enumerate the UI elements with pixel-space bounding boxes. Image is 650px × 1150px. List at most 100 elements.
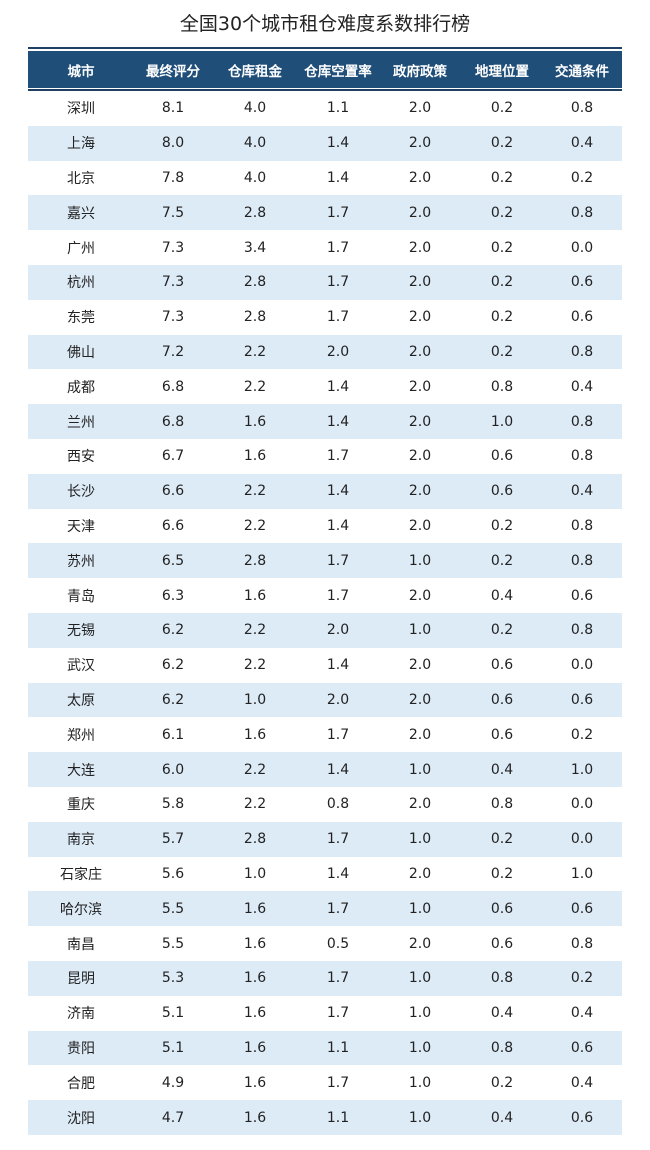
value-cell: 1.4 <box>326 413 350 430</box>
table-row: 太原 6.2 1.0 2.0 2.0 0.6 0.6 <box>28 682 622 718</box>
value-cell: 1.0 <box>490 413 514 430</box>
value-cell: 1.0 <box>570 761 594 778</box>
value-cell: 1.6 <box>243 1039 267 1056</box>
value-cell: 2.2 <box>243 761 267 778</box>
value-cell: 0.2 <box>490 343 514 360</box>
value-cell: 0.4 <box>570 483 594 500</box>
value-cell: 1.4 <box>326 865 350 882</box>
value-cell: 1.7 <box>326 448 350 465</box>
value-cell: 0.2 <box>490 274 514 291</box>
header-top-rule <box>28 47 622 49</box>
value-cell: 6.8 <box>161 378 185 395</box>
value-cell: 6.6 <box>161 483 185 500</box>
value-cell: 0.6 <box>570 587 594 604</box>
value-cell: 2.2 <box>243 796 267 813</box>
table-row: 成都 6.8 2.2 1.4 2.0 0.8 0.4 <box>28 369 622 404</box>
city-cell: 青岛 <box>67 588 95 605</box>
value-cell: 1.0 <box>408 831 432 848</box>
city-cell: 上海 <box>67 136 95 153</box>
value-cell: 6.5 <box>161 552 185 569</box>
value-cell: 0.2 <box>490 100 514 117</box>
value-cell: 0.2 <box>490 622 514 639</box>
value-cell: 1.0 <box>570 865 594 882</box>
value-cell: 5.3 <box>161 970 185 987</box>
value-cell: 0.2 <box>490 865 514 882</box>
table-row: 南京 5.7 2.8 1.7 1.0 0.2 0.0 <box>28 821 622 857</box>
column-header: 仓库租金 <box>228 63 282 80</box>
value-cell: 0.0 <box>570 831 594 848</box>
value-cell: 0.6 <box>570 1039 594 1056</box>
value-cell: 1.1 <box>326 1039 350 1056</box>
table-body: 深圳 8.1 4.0 1.1 2.0 0.2 0.8 上海 8.0 4.0 1.4 2.0 0.2 0.4… <box>28 91 622 1135</box>
value-cell: 0.8 <box>490 378 514 395</box>
value-cell: 0.2 <box>490 517 514 534</box>
city-cell: 广州 <box>67 240 95 257</box>
value-cell: 2.0 <box>408 413 432 430</box>
value-cell: 2.2 <box>243 343 267 360</box>
table-row: 长沙 6.6 2.2 1.4 2.0 0.6 0.4 <box>28 473 622 509</box>
value-cell: 1.7 <box>326 1074 350 1091</box>
value-cell: 0.4 <box>570 1074 594 1091</box>
value-cell: 1.0 <box>408 1109 432 1126</box>
table-row: 大连 6.0 2.2 1.4 1.0 0.4 1.0 <box>28 752 622 787</box>
value-cell: 1.4 <box>326 378 350 395</box>
value-cell: 2.8 <box>243 274 267 291</box>
value-cell: 0.8 <box>570 517 594 534</box>
value-cell: 1.7 <box>326 831 350 848</box>
value-cell: 7.3 <box>161 274 185 291</box>
value-cell: 0.2 <box>490 552 514 569</box>
value-cell: 2.0 <box>408 865 432 882</box>
value-cell: 2.0 <box>326 343 350 360</box>
value-cell: 1.4 <box>326 135 350 152</box>
table-row: 北京 7.8 4.0 1.4 2.0 0.2 0.2 <box>28 161 622 196</box>
value-cell: 7.3 <box>161 309 185 326</box>
city-cell: 长沙 <box>67 484 95 501</box>
column-header: 仓库空置率 <box>304 63 372 80</box>
value-cell: 6.2 <box>161 657 185 674</box>
city-cell: 西安 <box>67 449 95 466</box>
value-cell: 1.7 <box>326 726 350 743</box>
value-cell: 2.0 <box>326 622 350 639</box>
value-cell: 1.6 <box>243 413 267 430</box>
city-cell: 杭州 <box>67 275 95 292</box>
city-cell: 武汉 <box>67 658 95 675</box>
value-cell: 2.0 <box>408 483 432 500</box>
value-cell: 5.5 <box>161 935 185 952</box>
value-cell: 2.8 <box>243 831 267 848</box>
city-cell: 南昌 <box>67 936 95 953</box>
value-cell: 6.6 <box>161 517 185 534</box>
value-cell: 1.7 <box>326 587 350 604</box>
table-header: 城市 最终评分 仓库租金 仓库空置率 政府政策 地理位置 交通条件 <box>28 51 622 88</box>
table-row: 南昌 5.5 1.6 0.5 2.0 0.6 0.8 <box>28 926 622 961</box>
value-cell: 1.7 <box>326 204 350 221</box>
value-cell: 1.6 <box>243 935 267 952</box>
value-cell: 0.6 <box>570 274 594 291</box>
value-cell: 4.9 <box>161 1074 185 1091</box>
value-cell: 2.2 <box>243 483 267 500</box>
table-row: 广州 7.3 3.4 1.7 2.0 0.2 0.0 <box>28 230 622 265</box>
city-cell: 沈阳 <box>67 1110 95 1127</box>
value-cell: 0.8 <box>570 343 594 360</box>
value-cell: 8.0 <box>161 135 185 152</box>
city-cell: 东莞 <box>67 310 95 327</box>
value-cell: 1.0 <box>243 691 267 708</box>
value-cell: 1.6 <box>243 1074 267 1091</box>
value-cell: 0.8 <box>570 935 594 952</box>
column-header: 最终评分 <box>146 63 200 80</box>
value-cell: 5.1 <box>161 1005 185 1022</box>
table-row: 无锡 6.2 2.2 2.0 1.0 0.2 0.8 <box>28 612 622 648</box>
city-cell: 大连 <box>67 762 95 779</box>
city-cell: 北京 <box>67 170 95 187</box>
table-row: 合肥 4.9 1.6 1.7 1.0 0.2 0.4 <box>28 1065 622 1100</box>
value-cell: 5.1 <box>161 1039 185 1056</box>
value-cell: 2.2 <box>243 378 267 395</box>
value-cell: 1.0 <box>408 622 432 639</box>
value-cell: 6.7 <box>161 448 185 465</box>
value-cell: 2.2 <box>243 622 267 639</box>
value-cell: 0.5 <box>326 935 350 952</box>
value-cell: 2.2 <box>243 517 267 534</box>
value-cell: 6.3 <box>161 587 185 604</box>
value-cell: 1.4 <box>326 761 350 778</box>
table-title: 全国30个城市租仓难度系数排行榜 <box>179 13 471 35</box>
table-row: 兰州 6.8 1.6 1.4 2.0 1.0 0.8 <box>28 404 622 439</box>
